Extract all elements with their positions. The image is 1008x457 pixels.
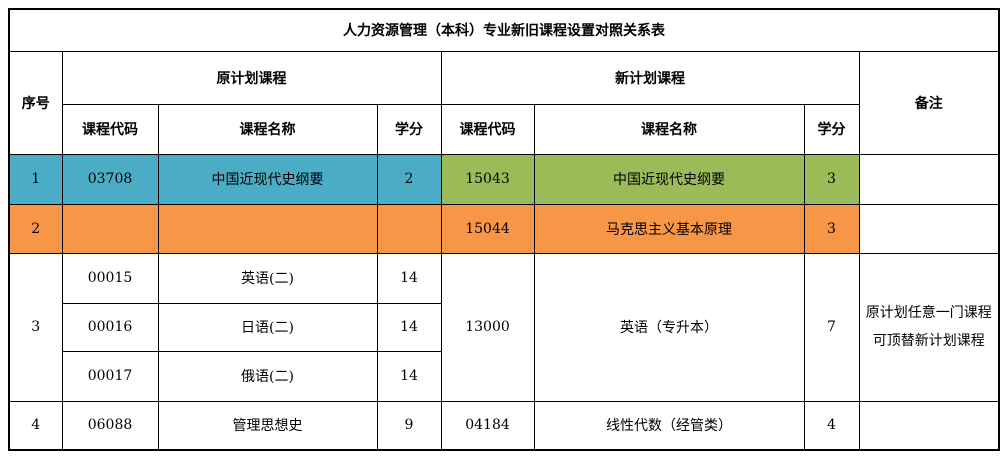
row2-old-credits-cell [376,203,442,254]
row2-old-name-cell [157,203,378,254]
row1-old-name-cell: 中国近现代史纲要 [157,153,378,205]
row4-new-code-cell: 04184 [440,400,535,451]
header-new-credits: 学分 [803,103,860,155]
header-seq: 序号 [8,50,63,155]
row4-new-credits-cell: 4 [803,400,860,451]
row4-new-name-cell: 线性代数（经管类） [533,400,805,451]
row3a-old-code-cell: 00015 [61,252,159,304]
row3-new-credits-cell: 7 [803,252,860,402]
row2-old-code-cell [61,203,159,254]
row3a-old-credits-cell: 14 [376,252,442,304]
row3b-old-credits-cell: 14 [376,302,442,352]
row3b-old-name-cell: 日语(二) [157,302,378,352]
row2-remark-cell [858,203,1000,254]
row3c-old-credits-cell: 14 [376,350,442,402]
row3c-old-name-cell: 俄语(二) [157,350,378,402]
row4-old-code-cell: 06088 [61,400,159,451]
row2-new-name-cell: 马克思主义基本原理 [533,203,805,254]
table-title: 人力资源管理（本科）专业新旧课程设置对照关系表 [8,8,1000,52]
row1-new-code-cell: 15043 [440,153,535,205]
table-row-3c: 00017 俄语(二) 14 [9,350,999,402]
row2-new-code-cell: 15044 [440,203,535,254]
header-new-course-name: 课程名称 [533,103,805,155]
row3b-old-code-cell: 00016 [61,302,159,352]
table-row-3a: 3 00015 英语(二) 14 13000 英语（专升本） 7 原计划任意一门… [8,252,1000,402]
row1-remark-cell [858,153,1000,205]
table-row-3b: 00016 日语(二) 14 [9,302,999,352]
table-row-4: 4 06088 管理思想史 9 04184 线性代数（经管类） 4 [8,400,1000,451]
row2-new-credits-cell: 3 [803,203,860,254]
row2-seq-cell: 2 [8,203,63,254]
row1-new-name-cell: 中国近现代史纲要 [533,153,805,205]
table-row-1: 1 03708 中国近现代史纲要 2 15043 中国近现代史纲要 3 [8,153,1000,205]
row1-old-code-cell: 03708 [61,153,159,205]
row3-new-name-cell: 英语（专升本） [533,252,805,402]
header-new-course-code: 课程代码 [440,103,535,155]
row3c-old-code-cell: 00017 [61,350,159,402]
header-old-plan-group: 原计划课程 [61,50,442,105]
row3-remark-cell: 原计划任意一门课程可顶替新计划课程 [858,252,1000,402]
header-old-course-name: 课程名称 [157,103,378,155]
header-old-course-code: 课程代码 [61,103,159,155]
header-old-credits: 学分 [376,103,442,155]
row4-old-name-cell: 管理思想史 [157,400,378,451]
header-new-plan-group: 新计划课程 [440,50,860,105]
row1-old-credits-cell: 2 [376,153,442,205]
header-remark: 备注 [858,50,1000,155]
row4-remark-cell [858,400,1000,451]
row4-old-credits-cell: 9 [376,400,442,451]
table-row-2: 2 15044 马克思主义基本原理 3 [8,203,1000,254]
row1-seq-cell: 1 [8,153,63,205]
row4-seq-cell: 4 [8,400,63,451]
course-comparison-table: 人力资源管理（本科）专业新旧课程设置对照关系表 序号 原计划课程 新计划课程 备… [8,8,1000,451]
row3-seq-cell: 3 [8,252,63,402]
row1-new-credits-cell: 3 [803,153,860,205]
row3a-old-name-cell: 英语(二) [157,252,378,304]
row3-new-code-cell: 13000 [440,252,535,402]
